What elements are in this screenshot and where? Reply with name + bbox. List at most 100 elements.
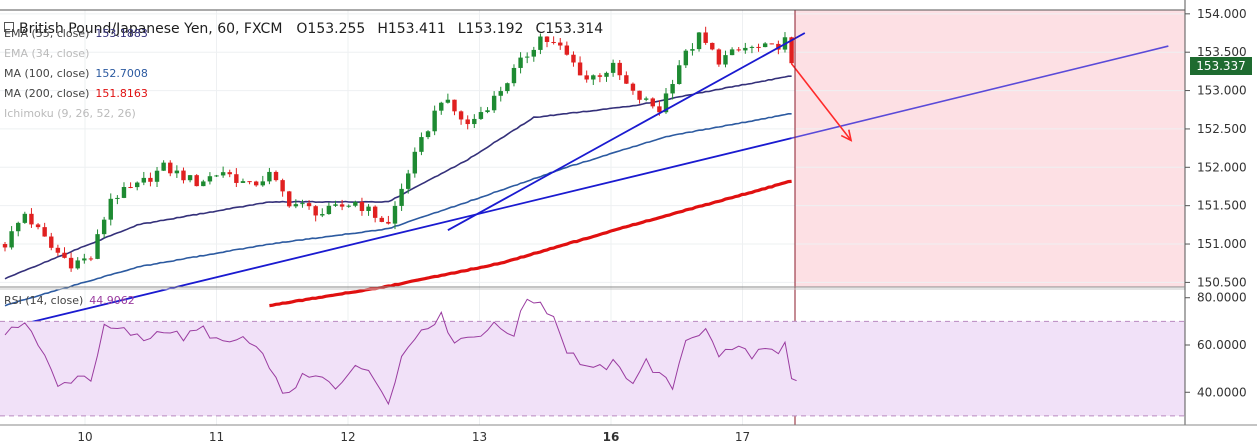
- candle-down: [710, 42, 715, 50]
- candle-up: [604, 72, 609, 77]
- candle-up: [141, 177, 147, 183]
- candlesticks[interactable]: [2, 26, 794, 272]
- candle-up: [121, 187, 127, 198]
- candle-up: [498, 91, 503, 96]
- rsi-band: [0, 321, 1185, 416]
- candle-up: [399, 188, 404, 206]
- moving-averages: [4, 75, 792, 308]
- candle-down: [313, 206, 318, 216]
- candle-up: [485, 110, 490, 113]
- rsi-line: [4, 298, 797, 406]
- candle-down: [650, 98, 655, 107]
- candle-down: [452, 99, 457, 112]
- candle-up: [108, 198, 113, 220]
- candle-down: [769, 43, 774, 45]
- time-tick-label: 16: [603, 430, 620, 444]
- candle-up: [610, 62, 616, 73]
- legend-ma200[interactable]: MA (200, close) 151.8163: [4, 87, 148, 100]
- candle-up: [161, 162, 166, 171]
- candle-up: [412, 151, 418, 174]
- candle-down: [465, 119, 470, 125]
- price-tick-label: 154.000: [1197, 7, 1247, 21]
- candle-down: [253, 181, 259, 186]
- candle-up: [531, 49, 536, 57]
- candle-down: [544, 36, 550, 42]
- chart-header: British Pound/Japanese Yen, 60, FXCM O153…: [4, 21, 615, 37]
- price-tick-label: 150.500: [1197, 275, 1247, 289]
- candle-up: [432, 110, 437, 132]
- candle-down: [68, 257, 74, 269]
- forecast-arrow: [790, 63, 852, 141]
- candle-up: [320, 214, 325, 216]
- candle-down: [379, 217, 384, 222]
- candle-down: [703, 32, 708, 43]
- candle-up: [690, 49, 695, 51]
- channel-line: [791, 45, 1169, 139]
- candle-up: [240, 181, 246, 183]
- candle-up: [346, 205, 351, 207]
- candle-up: [214, 175, 219, 177]
- candle-down: [458, 111, 464, 120]
- time-tick-label: 10: [77, 430, 92, 444]
- candle-up: [300, 203, 305, 205]
- candle-up: [743, 47, 748, 51]
- candle-down: [716, 49, 722, 65]
- candle-down: [637, 90, 642, 100]
- trend-drawings[interactable]: [4, 10, 1169, 425]
- candle-up: [9, 231, 14, 248]
- candle-up: [326, 205, 332, 215]
- legend-ichimoku[interactable]: Ichimoku (9, 26, 52, 26): [4, 107, 136, 120]
- candle-up: [677, 65, 682, 85]
- candle-up: [524, 56, 530, 58]
- candle-down: [49, 236, 54, 248]
- candle-down: [736, 49, 741, 51]
- candle-up: [472, 118, 477, 125]
- candle-down: [789, 37, 794, 64]
- candle-up: [392, 205, 398, 224]
- candle-up: [478, 112, 484, 119]
- candle-up: [425, 131, 431, 138]
- candle-up: [135, 182, 140, 188]
- last-price-tag: 153.337: [1190, 57, 1252, 75]
- forecast-arrow-head: [840, 129, 853, 142]
- time-tick-label: 11: [209, 430, 224, 444]
- candle-up: [406, 173, 411, 189]
- candle-down: [287, 191, 292, 207]
- candle-down: [128, 187, 133, 189]
- candle-down: [2, 244, 8, 248]
- candle-up: [207, 176, 213, 182]
- candle-down: [280, 180, 285, 192]
- candle-down: [227, 172, 232, 175]
- time-tick-label: 17: [735, 430, 750, 444]
- ema55-line: [4, 75, 792, 280]
- candle-down: [597, 75, 603, 77]
- rsi-legend[interactable]: RSI (14, close) 44.9062: [4, 294, 135, 307]
- candle-down: [617, 62, 622, 76]
- rsi-panel: [0, 288, 1185, 417]
- candle-down: [29, 213, 34, 225]
- candle-down: [372, 206, 378, 218]
- price-tick-label: 151.000: [1197, 237, 1247, 251]
- indicator-legend: EMA (55, close) 153.1883 EMA (34, close) …: [4, 24, 148, 124]
- collapse-icon[interactable]: [4, 22, 14, 32]
- forecast-zone-bg: [795, 10, 1185, 287]
- price-tick-label: 151.500: [1197, 199, 1247, 213]
- candle-up: [419, 137, 424, 152]
- legend-ema34[interactable]: EMA (34, close): [4, 47, 90, 60]
- candle-up: [505, 83, 510, 92]
- candle-up: [293, 204, 299, 207]
- legend-ema55[interactable]: EMA (55, close) 153.1883: [4, 27, 148, 40]
- rsi-tick-label: 40.0000: [1197, 385, 1247, 399]
- candle-up: [101, 219, 107, 235]
- candle-down: [551, 41, 556, 43]
- candle-down: [564, 45, 570, 55]
- legend-ma100[interactable]: MA (100, close) 152.7008: [4, 67, 148, 80]
- ma100-line: [4, 113, 792, 307]
- candle-up: [729, 49, 735, 56]
- candle-up: [491, 95, 497, 111]
- candle-up: [115, 197, 120, 199]
- candle-down: [234, 174, 239, 183]
- high-value: H153.411: [377, 21, 446, 37]
